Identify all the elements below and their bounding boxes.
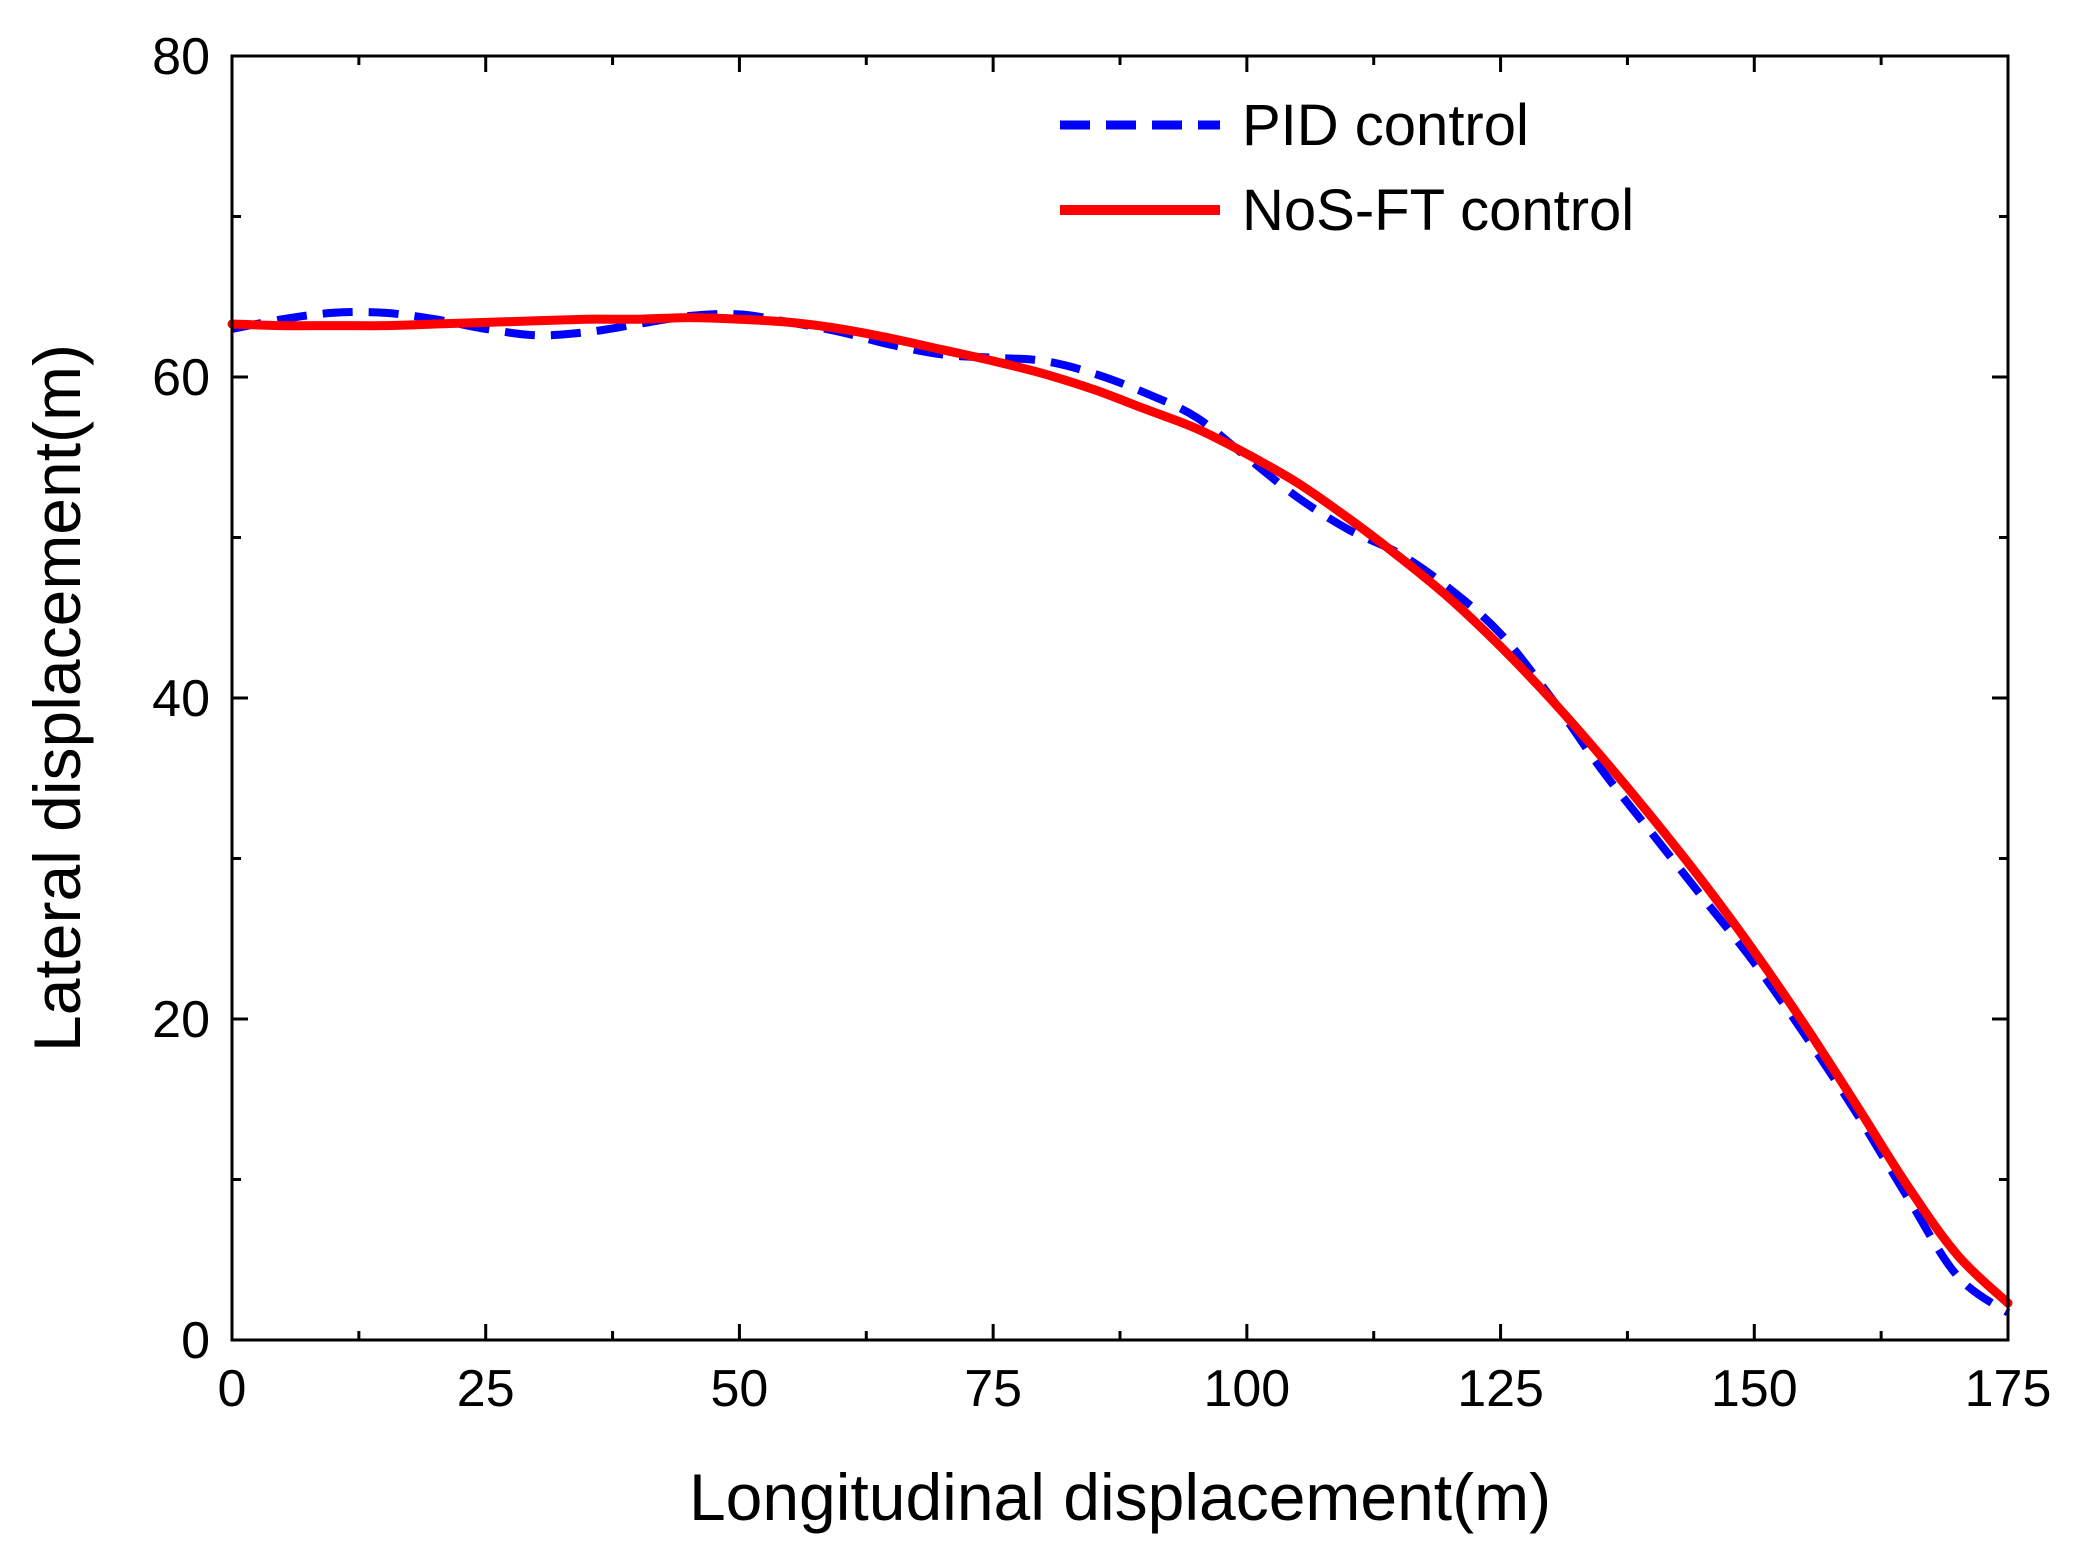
axis-ticks: 0 25 50 75 100 125 150 175 0 20 40 60 80 xyxy=(152,28,2051,1418)
y-tick-label: 60 xyxy=(152,349,210,407)
x-tick-label: 175 xyxy=(1965,1360,2052,1418)
y-tick-label: 0 xyxy=(181,1312,210,1370)
series-line-pid-control xyxy=(231,307,2011,1317)
y-tick-label: 40 xyxy=(152,670,210,728)
x-tick-label: 150 xyxy=(1711,1360,1798,1418)
series-lines xyxy=(227,307,2013,1317)
legend: PID control NoS-FT control xyxy=(1060,93,1634,243)
x-tick-label: 100 xyxy=(1203,1360,1290,1418)
x-tick-label: 25 xyxy=(457,1360,515,1418)
x-tick-label: 75 xyxy=(964,1360,1022,1418)
plot-frame xyxy=(230,54,2010,1342)
x-tick-label: 125 xyxy=(1457,1360,1544,1418)
y-axis-title: Lateral displacement(m) xyxy=(20,344,94,1052)
legend-label-pid-control: PID control xyxy=(1242,93,1529,158)
legend-label-nos-ft-control: NoS-FT control xyxy=(1242,178,1634,243)
y-tick-label: 80 xyxy=(152,28,210,86)
x-axis-title: Longitudinal displacement(m) xyxy=(689,1460,1551,1534)
x-tick-label: 50 xyxy=(711,1360,769,1418)
y-tick-label: 20 xyxy=(152,991,210,1049)
x-tick-label: 0 xyxy=(218,1360,247,1418)
series-line-nos-ft-control xyxy=(227,313,2013,1308)
